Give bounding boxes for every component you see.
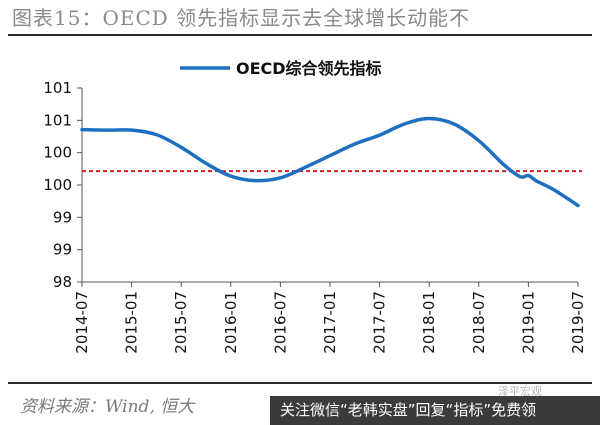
source-divider [8,382,592,384]
y-tick-label: 99 [53,241,72,259]
x-tick-label: 2015-07 [172,291,190,354]
x-tick-label: 2019-01 [519,291,537,354]
watermark: 泽平宏观 [498,385,542,398]
y-tick-label: 101 [43,79,72,97]
x-tick-label: 2016-01 [222,291,240,354]
series-line-oecd-cli [80,116,580,208]
x-tick-label: 2019-07 [569,291,587,354]
promo-banner: 关注微信“老韩实盘”回复“指标”免费领 [270,396,600,425]
x-tick-label: 2017-01 [321,291,339,354]
y-tick-label: 99 [53,208,72,226]
x-tick-label: 2018-07 [470,291,488,354]
y-tick-label: 100 [43,144,72,162]
x-tick-label: 2017-07 [371,291,389,354]
title-divider [8,34,592,36]
x-tick-label: 2015-01 [123,291,141,354]
x-tick-label: 2016-07 [271,291,289,354]
y-tick-label: 101 [43,111,72,129]
y-tick-label: 100 [43,176,72,194]
figure-title: 图表15：OECD 领先指标显示去全球增长动能不 [12,6,471,30]
x-tick-label: 2014-07 [73,291,91,354]
y-tick-label: 98 [53,273,72,291]
x-tick-label: 2018-01 [420,291,438,354]
source-note: 资料来源：Wind, 恒大 [20,397,195,417]
legend-label: OECD综合领先指标 [236,59,382,78]
